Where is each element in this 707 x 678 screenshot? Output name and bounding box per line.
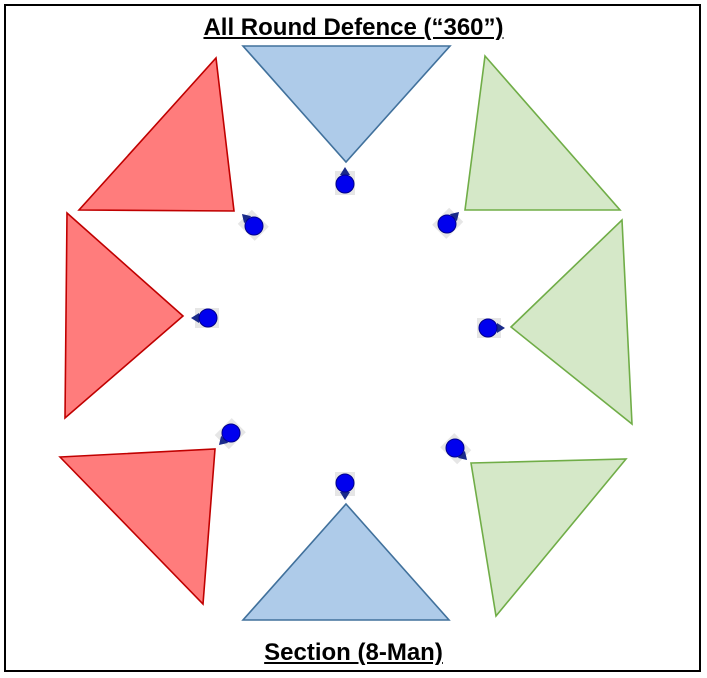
soldier-west xyxy=(191,308,219,328)
soldier-icon xyxy=(198,308,218,328)
soldier-south-east xyxy=(440,433,472,465)
arc-of-fire-east xyxy=(509,218,633,426)
soldier-north-east xyxy=(432,207,464,239)
facing-arrow-icon xyxy=(191,313,199,323)
diagram-caption: Section (8-Man) xyxy=(264,639,443,666)
arc-of-fire-north-east xyxy=(464,54,622,211)
soldier-south-west xyxy=(214,418,246,450)
arc-of-fire-south-east xyxy=(470,458,628,618)
facing-arrow-icon xyxy=(241,213,252,224)
soldier-icon xyxy=(437,214,457,234)
arc-of-fire-north xyxy=(241,45,452,164)
soldiers-layer xyxy=(191,167,505,500)
facing-arrow-icon xyxy=(218,435,229,446)
diagram-frame xyxy=(4,4,701,672)
soldier-icon xyxy=(335,174,355,194)
soldier-icon xyxy=(335,473,355,493)
arc-of-fire-west xyxy=(64,211,185,420)
diagram-title: All Round Defence (“360”) xyxy=(203,14,504,41)
facing-arrow-icon xyxy=(340,167,350,175)
soldier-icon xyxy=(221,423,241,443)
soldier-icon xyxy=(478,318,498,338)
facing-arrow-icon xyxy=(497,323,505,333)
soldier-south xyxy=(335,472,355,500)
soldier-icon xyxy=(244,216,264,236)
sectors-layer xyxy=(58,45,633,621)
soldier-icon xyxy=(445,438,465,458)
soldier-north xyxy=(335,167,355,195)
arc-of-fire-south xyxy=(241,502,451,621)
soldier-north-west xyxy=(237,209,269,241)
facing-arrow-icon xyxy=(449,211,460,222)
arc-of-fire-north-west xyxy=(77,56,235,212)
facing-arrow-icon xyxy=(340,492,350,500)
arc-of-fire-south-west xyxy=(58,448,216,606)
soldier-east xyxy=(477,318,505,338)
facing-arrow-icon xyxy=(457,450,468,461)
